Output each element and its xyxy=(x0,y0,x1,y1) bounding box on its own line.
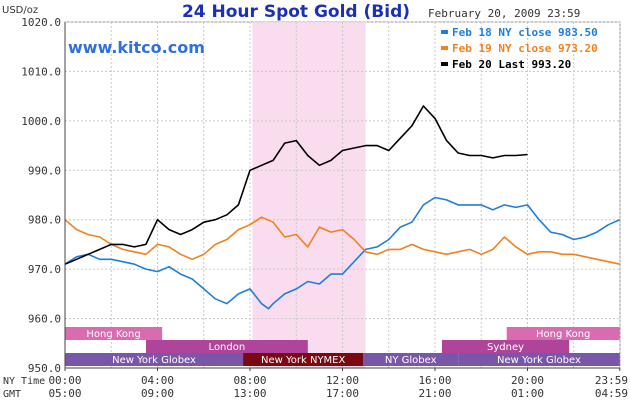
session-label: NY Globex xyxy=(385,355,437,366)
ny-time-label: NY Time xyxy=(3,376,45,387)
nymex-highlight-band xyxy=(252,22,366,368)
price-series xyxy=(64,105,621,310)
x-tick-label-gmt: 13:00 xyxy=(233,387,266,400)
series-line-1 xyxy=(64,216,620,265)
gmt-label: GMT xyxy=(3,389,21,400)
y-tick-label: 1020.0 xyxy=(21,16,61,29)
axes: 950.0 960.0 970.0 980.0 990.0 1000.0 1010.0 102… xyxy=(21,16,628,400)
session-bar xyxy=(243,353,364,366)
series-line-0 xyxy=(64,196,621,310)
y-axis-unit: USD/oz xyxy=(2,5,38,16)
x-tick-label-gmt: 01:00 xyxy=(511,387,544,400)
y-tick-label: 960.0 xyxy=(28,313,61,326)
y-tick-label: 980.0 xyxy=(28,214,61,227)
watermark: www.kitco.com xyxy=(68,38,205,57)
session-bar xyxy=(65,327,163,340)
x-tick-label-ny: 04:00 xyxy=(141,374,174,387)
session-bar xyxy=(441,340,570,353)
legend-entry: Feb 19 NY close 973.20 xyxy=(452,42,598,55)
x-tick-label-ny: 12:00 xyxy=(326,374,359,387)
session-label: New York Globex xyxy=(497,355,581,366)
session-label: Hong Kong xyxy=(536,329,590,340)
session-label: Hong Kong xyxy=(86,329,140,340)
y-tick-label: 970.0 xyxy=(28,263,61,276)
x-tick-label-gmt: 05:00 xyxy=(48,387,81,400)
x-tick-label-ny: 23:59 xyxy=(595,374,628,387)
session-bar xyxy=(65,353,244,366)
highlight-band xyxy=(252,22,366,368)
session-bar xyxy=(458,353,620,366)
timestamp: February 20, 2009 23:59 xyxy=(428,7,580,20)
legend-entry: Feb 20 Last 993.20 xyxy=(452,58,571,71)
y-tick-label: 1010.0 xyxy=(21,65,61,78)
trading-sessions: Hong Kong Hong Kong London Sydney New York G… xyxy=(65,327,620,366)
y-tick-label: 950.0 xyxy=(28,362,61,375)
x-tick-label-ny: 16:00 xyxy=(418,374,451,387)
session-bar xyxy=(506,327,620,340)
y-tick-label: 990.0 xyxy=(28,164,61,177)
session-bar xyxy=(145,340,308,353)
session-label: New York Globex xyxy=(112,355,196,366)
x-tick-label-ny: 08:00 xyxy=(233,374,266,387)
x-tick-label-gmt: 09:00 xyxy=(141,387,174,400)
y-tick-label: 1000.0 xyxy=(21,115,61,128)
session-label: London xyxy=(209,342,246,353)
session-label: New York NYMEX xyxy=(261,355,346,366)
x-tick-label-ny: 00:00 xyxy=(48,374,81,387)
x-tick-label-ny: 20:00 xyxy=(511,374,544,387)
chart-title: 24 Hour Spot Gold (Bid) xyxy=(182,2,410,22)
session-bar xyxy=(363,353,459,366)
x-tick-label-gmt: 17:00 xyxy=(326,387,359,400)
legend-entry: Feb 18 NY close 983.50 xyxy=(452,26,598,39)
x-tick-label-gmt: 21:00 xyxy=(418,387,451,400)
legend-swatch xyxy=(441,62,448,66)
legend-swatch xyxy=(441,46,448,50)
legend-swatch xyxy=(441,30,448,34)
legend: Feb 18 NY close 983.50 Feb 19 NY close 97… xyxy=(441,26,598,71)
series-line-2 xyxy=(64,105,528,265)
x-tick-label-gmt: 04:59 xyxy=(595,387,628,400)
session-label: Sydney xyxy=(487,342,524,353)
